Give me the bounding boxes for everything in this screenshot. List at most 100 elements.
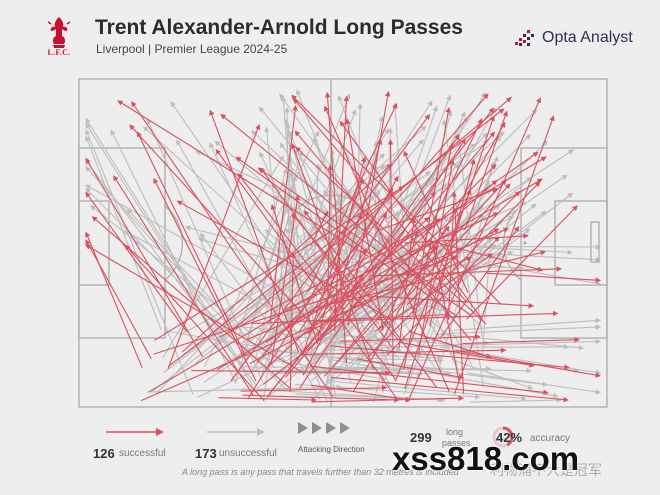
unsuccessful-label: unsuccessful: [219, 448, 277, 459]
club-badge-text: L.F.C.: [47, 48, 71, 57]
successful-pass-arrow: [398, 341, 535, 368]
liverpool-crest-icon: [44, 14, 74, 60]
successful-pass-arrow: [249, 228, 500, 364]
successful-pass-arrow: [215, 148, 398, 399]
unsuccessful-pass-arrow: [199, 232, 299, 363]
unsuccessful-pass-arrow: [238, 216, 515, 345]
successful-pass-arrow: [136, 131, 247, 357]
unsuccessful-pass-arrow: [234, 175, 298, 383]
successful-pass-arrow: [409, 230, 419, 258]
attacking-direction-icon: [298, 422, 350, 434]
successful-pass-arrow: [191, 370, 391, 376]
unsuccessful-pass-arrow: [386, 127, 394, 334]
right-goal: [590, 221, 600, 263]
successful-pass-arrow: [334, 95, 350, 331]
successful-pass-arrow: [299, 187, 394, 332]
unsuccessful-pass-arrow: [170, 101, 321, 320]
successful-pass-arrow: [452, 207, 465, 394]
successful-legend-arrow: [106, 428, 164, 436]
footnote: A long pass is any pass that travels fur…: [182, 467, 459, 477]
successful-pass-arrow: [237, 173, 396, 380]
successful-pass-arrow: [219, 218, 441, 338]
unsuccessful-pass-arrow: [85, 135, 162, 331]
accuracy-value: 42%: [496, 430, 523, 445]
unsuccessful-pass-arrow: [110, 129, 237, 384]
successful-pass-arrow: [311, 395, 465, 403]
successful-pass-arrow: [176, 200, 393, 321]
successful-pass-arrow: [323, 179, 507, 377]
successful-pass-arrow: [117, 100, 369, 257]
unsuccessful-pass-arrow: [329, 380, 527, 402]
unsuccessful-pass-arrow: [264, 126, 289, 334]
successful-pass-arrow: [148, 156, 547, 393]
successful-pass-arrow: [240, 385, 388, 392]
successful-pass-arrow: [340, 333, 481, 342]
successful-pass-arrow: [85, 231, 143, 369]
successful-pass-arrow: [85, 157, 204, 358]
successful-pass-arrow: [455, 349, 602, 378]
successful-pass-arrow: [398, 217, 417, 349]
unsuccessful-pass-arrow: [453, 317, 602, 331]
pitch-svg: [78, 78, 608, 408]
successful-pass-arrow: [140, 256, 472, 402]
successful-pass-arrow: [154, 186, 405, 341]
right-six-yard-box: [554, 200, 608, 286]
successful-pass-arrow: [270, 194, 301, 365]
successful-pass-arrow: [129, 124, 324, 337]
attacking-direction-label: Attacking Direction: [298, 445, 365, 454]
successful-pass-arrow: [260, 167, 393, 348]
page-subtitle: Liverpool | Premier League 2024-25: [96, 42, 288, 56]
successful-pass-arrow: [153, 177, 257, 382]
successful-count: 126: [93, 446, 115, 461]
successful-pass-arrow: [291, 213, 400, 341]
unsuccessful-pass-arrow: [142, 126, 400, 359]
successful-pass-arrow: [220, 113, 444, 296]
successful-pass-arrow: [417, 158, 455, 354]
successful-pass-arrow: [311, 384, 411, 403]
pitch-map: [78, 78, 608, 408]
successful-pass-arrow: [408, 330, 492, 359]
successful-pass-arrow: [262, 245, 439, 385]
successful-pass-arrow: [331, 376, 569, 403]
page-title: Trent Alexander-Arnold Long Passes: [95, 16, 463, 39]
successful-pass-arrow: [268, 191, 436, 395]
successful-pass-arrow: [85, 239, 152, 360]
successful-pass-arrow: [167, 123, 261, 369]
unsuccessful-pass-arrow: [288, 129, 396, 381]
unsuccessful-pass-arrow: [470, 397, 563, 403]
left-penalty-arc: [164, 205, 183, 281]
unsuccessful-pass-arrow: [359, 105, 438, 330]
unsuccessful-pass-arrow: [162, 155, 284, 359]
unsuccessful-pass-arrow: [393, 338, 602, 348]
accuracy-label: accuracy: [530, 433, 571, 444]
successful-pass-arrow: [330, 225, 450, 370]
unsuccessful-pass-arrow: [146, 384, 343, 393]
header: L.F.C. Trent Alexander-Arnold Long Passe…: [0, 0, 660, 70]
successful-pass-arrow: [216, 178, 543, 371]
unsuccessful-pass-arrow: [260, 100, 433, 362]
unsuccessful-pass-arrow: [431, 372, 559, 399]
right-penalty-spot: [523, 241, 527, 245]
successful-pass-arrow: [85, 191, 187, 332]
unsuccessful-pass-arrow: [209, 142, 328, 402]
unsuccessful-pass-arrow: [392, 103, 405, 235]
successful-pass-arrow: [228, 96, 512, 334]
unsuccessful-pass-arrow: [434, 324, 602, 335]
successful-pass-arrow: [319, 179, 498, 337]
successful-pass-arrow: [313, 250, 547, 309]
successful-pass-arrow: [485, 272, 602, 283]
successful-pass-arrow: [256, 93, 489, 363]
successful-pass-arrow: [291, 143, 375, 370]
successful-pass-arrow: [257, 167, 472, 316]
unsuccessful-pass-arrow: [85, 184, 329, 319]
successful-pass-arrow: [181, 163, 393, 353]
successful-pass-arrow: [335, 133, 460, 317]
successful-pass-arrow: [353, 121, 506, 392]
successful-pass-arrow: [270, 203, 319, 345]
successful-pass-arrow: [309, 365, 549, 396]
successful-pass-arrow: [283, 212, 499, 311]
successful-pass-arrow: [303, 210, 438, 389]
successful-pass-arrow: [301, 178, 364, 357]
successful-pass-arrow: [386, 236, 500, 356]
successful-label: successful: [119, 448, 166, 459]
